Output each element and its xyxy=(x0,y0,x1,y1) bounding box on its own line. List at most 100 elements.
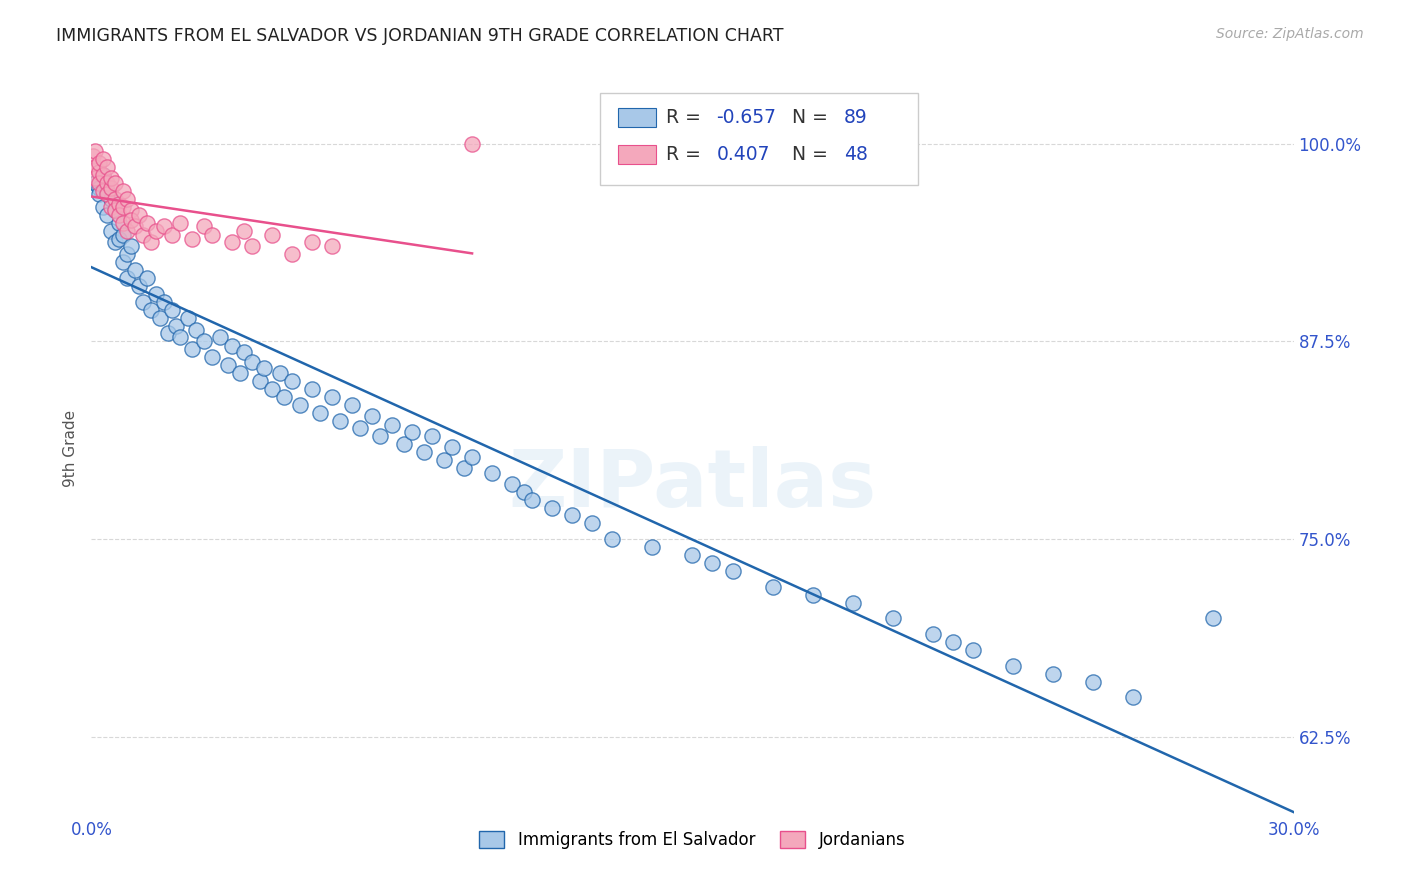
Point xyxy=(269,366,291,380)
Point xyxy=(420,429,443,443)
Point xyxy=(321,390,343,404)
Point xyxy=(112,216,135,230)
Point xyxy=(124,219,146,233)
Point xyxy=(176,310,198,325)
Point xyxy=(104,202,127,217)
Text: IMMIGRANTS FROM EL SALVADOR VS JORDANIAN 9TH GRADE CORRELATION CHART: IMMIGRANTS FROM EL SALVADOR VS JORDANIAN… xyxy=(56,27,783,45)
Point xyxy=(169,329,191,343)
Point xyxy=(112,200,135,214)
Point xyxy=(112,228,135,243)
Point xyxy=(253,361,276,376)
Point xyxy=(240,239,263,253)
Point xyxy=(124,263,146,277)
Point xyxy=(117,247,139,261)
Point xyxy=(541,500,564,515)
Point xyxy=(329,413,352,427)
Point xyxy=(1122,690,1144,705)
Point xyxy=(513,484,536,499)
Point xyxy=(681,548,703,562)
Point xyxy=(581,516,603,531)
Point xyxy=(96,161,118,175)
Point xyxy=(108,216,131,230)
Point xyxy=(561,508,583,523)
Text: 89: 89 xyxy=(844,108,868,128)
Point xyxy=(208,329,231,343)
Text: ZIPatlas: ZIPatlas xyxy=(509,446,876,524)
Point xyxy=(104,176,127,190)
Point xyxy=(169,216,191,230)
Point xyxy=(104,235,127,249)
Point xyxy=(160,302,183,317)
Point xyxy=(962,643,984,657)
Text: R =: R = xyxy=(666,145,700,164)
Point xyxy=(273,390,295,404)
Point xyxy=(922,627,945,641)
Point xyxy=(260,228,283,243)
Point xyxy=(93,168,115,182)
Point xyxy=(381,418,404,433)
Point xyxy=(82,149,104,163)
Point xyxy=(301,235,323,249)
Point xyxy=(136,216,159,230)
Point xyxy=(145,224,167,238)
Point xyxy=(321,239,343,253)
Point xyxy=(96,187,118,202)
Point xyxy=(193,219,215,233)
Point xyxy=(108,196,131,211)
Point xyxy=(89,155,111,169)
Point xyxy=(96,208,118,222)
Point xyxy=(401,425,423,439)
Point xyxy=(281,374,304,388)
Point xyxy=(702,556,724,570)
Point xyxy=(1001,658,1024,673)
Point xyxy=(93,184,115,198)
Point xyxy=(89,187,111,202)
Point xyxy=(180,343,202,357)
Point xyxy=(349,421,371,435)
FancyBboxPatch shape xyxy=(600,93,918,185)
Text: R =: R = xyxy=(666,108,700,128)
Point xyxy=(481,466,503,480)
Point xyxy=(132,294,155,309)
Point xyxy=(136,271,159,285)
Point xyxy=(84,145,107,159)
Point xyxy=(201,228,224,243)
Point xyxy=(308,406,330,420)
Point xyxy=(232,345,254,359)
Point xyxy=(121,212,143,227)
Point xyxy=(121,239,143,253)
Point xyxy=(201,350,224,364)
Y-axis label: 9th Grade: 9th Grade xyxy=(62,409,77,487)
Point xyxy=(108,231,131,245)
Point xyxy=(148,310,170,325)
Point xyxy=(152,294,174,309)
Point xyxy=(165,318,187,333)
Text: N =: N = xyxy=(792,108,828,128)
Point xyxy=(882,611,904,625)
Text: 0.407: 0.407 xyxy=(717,145,770,164)
Point xyxy=(288,398,311,412)
Point xyxy=(96,176,118,190)
FancyBboxPatch shape xyxy=(617,145,657,164)
Point xyxy=(121,202,143,217)
Point xyxy=(93,168,115,182)
Point xyxy=(93,200,115,214)
Point xyxy=(433,453,456,467)
Point xyxy=(132,228,155,243)
Point xyxy=(100,224,122,238)
Point xyxy=(368,429,391,443)
Legend: Immigrants from El Salvador, Jordanians: Immigrants from El Salvador, Jordanians xyxy=(472,824,912,855)
Point xyxy=(942,635,965,649)
Point xyxy=(602,533,624,547)
Point xyxy=(93,153,115,167)
Point xyxy=(228,366,250,380)
Point xyxy=(108,208,131,222)
Point xyxy=(221,339,243,353)
Text: 48: 48 xyxy=(844,145,868,164)
Point xyxy=(128,208,150,222)
Point xyxy=(184,323,207,337)
Point xyxy=(160,228,183,243)
Point xyxy=(260,382,283,396)
Point xyxy=(641,540,664,554)
Text: N =: N = xyxy=(792,145,828,164)
